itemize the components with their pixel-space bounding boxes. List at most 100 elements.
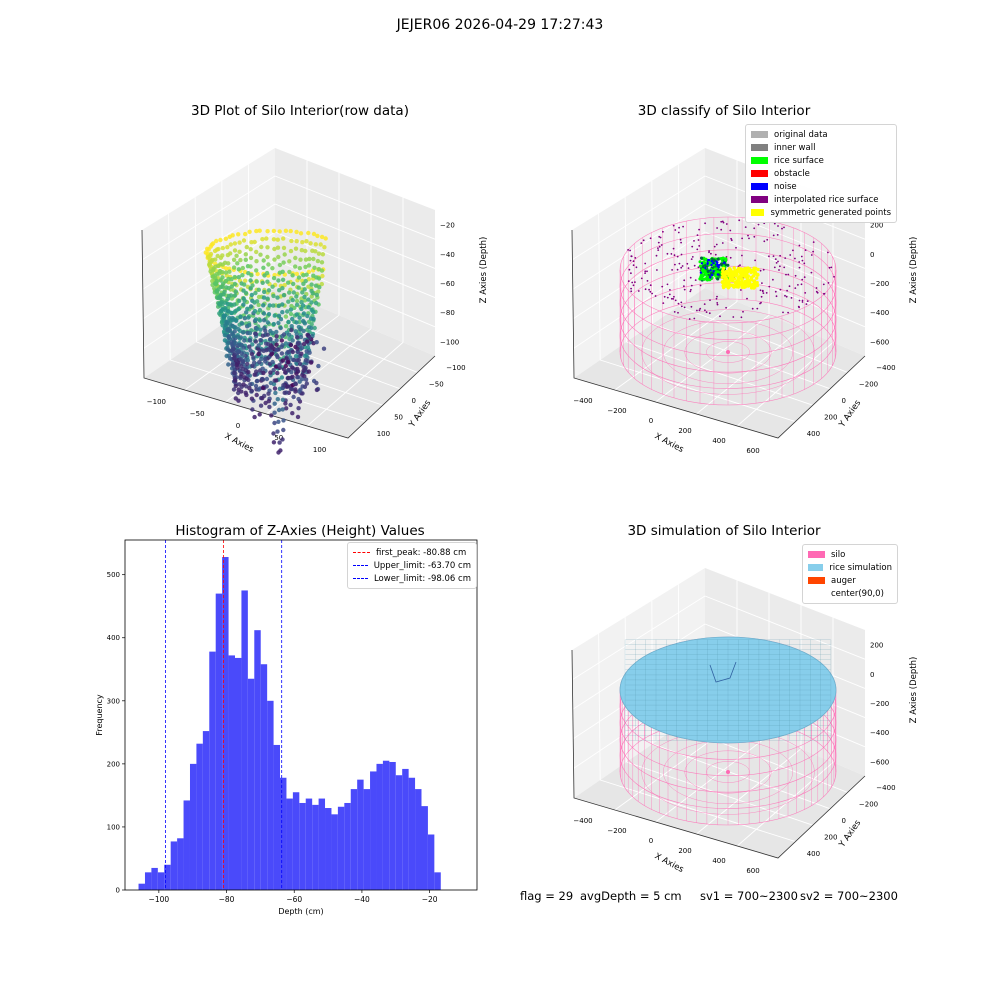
raw-data-point xyxy=(265,229,270,234)
symmetric-point xyxy=(728,267,732,271)
x-tick-label: −40 xyxy=(354,895,370,904)
raw-data-point xyxy=(303,257,309,262)
raw-data-point xyxy=(269,352,274,357)
interpolated-point xyxy=(690,258,693,260)
axes-pane xyxy=(572,148,705,378)
grid-line xyxy=(222,323,401,390)
raw-data-point xyxy=(244,244,249,250)
histogram-bar xyxy=(427,834,435,890)
raw-data-point xyxy=(223,313,228,318)
raw-data-point xyxy=(272,246,277,252)
raw-data-point xyxy=(277,262,283,268)
legend-label: silo xyxy=(831,549,846,560)
raw-data-point xyxy=(260,333,266,338)
raw-data-point xyxy=(266,399,271,404)
interpolated-point xyxy=(751,307,754,310)
interpolated-point xyxy=(801,299,804,302)
raw-data-point xyxy=(259,244,264,250)
interpolated-point xyxy=(741,237,743,240)
histogram-bar xyxy=(183,800,190,890)
raw-data-point xyxy=(243,278,248,283)
raw-data-point xyxy=(286,360,291,365)
raw-data-point xyxy=(225,347,231,352)
x-tick-label: 400 xyxy=(712,857,725,865)
raw-data-point xyxy=(236,232,241,237)
legend-entry: symmetric generated points xyxy=(751,206,891,219)
raw-data-point xyxy=(290,316,295,322)
interpolated-point xyxy=(676,268,679,271)
raw-data-point xyxy=(232,241,238,246)
x-tick-label: 600 xyxy=(746,447,759,455)
grid-line xyxy=(655,734,770,823)
interpolated-point xyxy=(778,269,780,271)
raw-data-point xyxy=(220,275,225,280)
raw-data-point xyxy=(280,397,286,402)
noise-point xyxy=(710,273,714,277)
raw-data-point xyxy=(321,346,327,351)
raw-data-point xyxy=(299,345,304,351)
raw-data-point xyxy=(271,431,276,436)
raw-data-point xyxy=(249,273,254,278)
symmetric-point xyxy=(724,269,728,274)
raw-data-point xyxy=(265,320,271,325)
interpolated-point xyxy=(657,249,660,251)
raw-data-point xyxy=(283,314,289,319)
raw-data-point xyxy=(276,320,281,326)
noise-point xyxy=(715,263,719,266)
raw-data-point xyxy=(266,262,271,267)
raw-data-point xyxy=(270,266,275,271)
histogram-bar xyxy=(434,872,441,890)
raw-data-point xyxy=(248,338,253,343)
interpolated-point xyxy=(696,234,699,236)
raw-data-point xyxy=(269,413,274,418)
interpolated-point xyxy=(773,222,776,225)
symmetric-point xyxy=(721,266,726,271)
raw-data-point xyxy=(240,273,245,278)
raw-data-point xyxy=(236,387,241,392)
raw-data-point xyxy=(312,325,317,331)
interpolated-point xyxy=(761,282,763,284)
rice-surface-point xyxy=(713,267,717,271)
raw-data-point xyxy=(264,270,270,276)
raw-data-point xyxy=(227,328,233,333)
interpolated-point xyxy=(708,251,710,254)
raw-data-point xyxy=(284,406,289,411)
raw-data-point xyxy=(256,287,261,292)
interpolated-point xyxy=(680,305,683,308)
raw-data-point xyxy=(232,329,237,334)
interpolated-point xyxy=(644,270,647,273)
raw-data-point xyxy=(280,407,285,412)
raw-data-point xyxy=(306,305,311,310)
interpolated-point xyxy=(699,284,702,287)
histogram-bar xyxy=(382,760,390,890)
interpolated-point xyxy=(670,297,673,300)
interpolated-point xyxy=(827,251,829,254)
raw-data-point xyxy=(302,374,307,379)
raw-data-point xyxy=(306,230,311,236)
raw-data-point xyxy=(279,338,284,343)
raw-data-point xyxy=(294,320,299,325)
raw-data-point xyxy=(280,286,285,291)
raw-data-point xyxy=(266,288,272,293)
symmetric-point xyxy=(732,266,736,270)
raw-data-point xyxy=(261,318,267,323)
raw-data-point xyxy=(284,356,289,361)
raw-data-point xyxy=(271,321,276,327)
symmetric-point xyxy=(742,285,746,289)
symmetric-point xyxy=(751,274,756,278)
interpolated-point xyxy=(691,256,694,258)
raw-data-point xyxy=(314,387,320,393)
raw-data-point xyxy=(300,391,305,396)
raw-data-point xyxy=(249,240,254,245)
legend-label: auger xyxy=(831,575,856,586)
raw-data-point xyxy=(239,351,245,356)
interpolated-point xyxy=(671,269,673,271)
raw-data-point xyxy=(290,273,295,278)
rice-surface-point xyxy=(702,277,706,281)
interpolated-point xyxy=(630,287,632,290)
raw-data-point xyxy=(230,318,235,323)
interpolated-point xyxy=(792,249,794,252)
symmetric-point xyxy=(736,268,740,272)
interpolated-point xyxy=(703,303,706,305)
raw-data-point xyxy=(264,236,269,241)
